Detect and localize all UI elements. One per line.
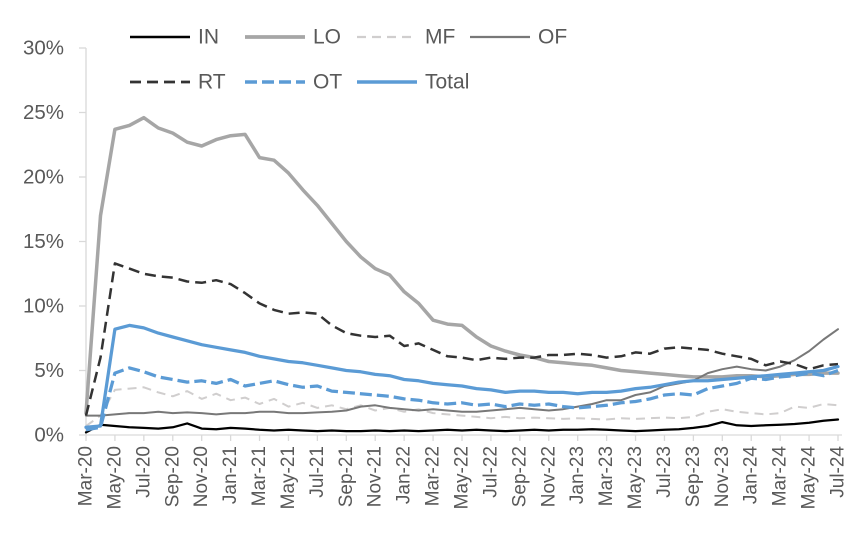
legend-label-RT: RT [198, 71, 226, 94]
x-axis-label: Mar-22 [423, 446, 444, 506]
x-axis-label: Sep-21 [336, 446, 357, 507]
series-line-Total [84, 323, 840, 429]
y-axis-labels: 0% 5% 10% 15% 20% 25% 30% [23, 37, 64, 447]
x-axis-label: Jul-23 [654, 446, 675, 498]
x-axis-label: Mar-24 [770, 446, 791, 507]
y-axis-label: 30% [23, 37, 64, 60]
legend-label-OF: OF [538, 26, 567, 49]
x-axis-label: Nov-22 [538, 446, 559, 507]
legend-item-Total: Total [357, 71, 469, 94]
legend: IN LO MF OF RT OT Total [130, 26, 567, 94]
x-axis-label: Nov-20 [191, 446, 212, 507]
legend-item-LO: LO [245, 26, 341, 49]
legend-label-OT: OT [313, 71, 342, 94]
y-axis-label: 25% [23, 101, 64, 124]
y-axis-label: 10% [23, 295, 64, 318]
x-axis-label: Mar-21 [249, 446, 270, 506]
x-axis-label: May-21 [278, 446, 299, 509]
x-axis-label: Mar-20 [76, 446, 97, 506]
x-axis-label: Jul-24 [828, 446, 849, 498]
series-line-IN [84, 418, 840, 434]
x-axis-label: Nov-23 [712, 446, 733, 507]
legend-item-MF: MF [357, 26, 455, 49]
x-axis-label: May-20 [104, 446, 125, 509]
x-axis-label: May-23 [625, 446, 646, 509]
legend-label-MF: MF [425, 26, 455, 49]
legend-item-IN: IN [130, 26, 219, 49]
series-lines [84, 115, 840, 434]
legend-item-OT: OT [245, 71, 342, 94]
x-axis-label: May-22 [452, 446, 473, 509]
x-axis-label: Sep-23 [683, 446, 704, 507]
legend-label-LO: LO [313, 26, 341, 49]
y-axis-label: 20% [23, 166, 64, 189]
x-axis-label: Jul-21 [307, 446, 328, 498]
y-axis-label: 0% [34, 424, 64, 447]
series-line-OF [85, 328, 839, 417]
axes [79, 47, 842, 441]
legend-label-Total: Total [425, 71, 469, 94]
series-line-MF [85, 386, 839, 427]
legend-item-OF: OF [470, 26, 567, 49]
x-axis-label: Jul-22 [480, 446, 501, 498]
x-axis-label: May-24 [799, 446, 820, 510]
x-axis-label: Nov-21 [365, 446, 386, 507]
x-axis-label: Sep-20 [162, 446, 183, 507]
x-axis-label: Mar-23 [596, 446, 617, 506]
x-axis-label: Jan-21 [220, 446, 241, 504]
x-axis-label: Jan-23 [567, 446, 588, 504]
y-axis-label: 15% [23, 230, 64, 253]
series-line-LO [84, 115, 840, 415]
legend-item-RT: RT [130, 71, 226, 94]
x-axis-labels: Mar-20 May-20 Jul-20 Sep-20 Nov-20 Jan-21 Mar-… [76, 446, 849, 510]
x-axis-label: Sep-22 [509, 446, 530, 507]
legend-label-IN: IN [198, 26, 219, 49]
x-axis-label: Jan-22 [394, 446, 415, 504]
series-line-RT [84, 262, 839, 416]
x-axis-label: Jan-24 [741, 446, 762, 505]
x-axis-label: Jul-20 [133, 446, 154, 498]
y-axis-label: 5% [34, 359, 64, 382]
series-line-OT [85, 366, 839, 432]
